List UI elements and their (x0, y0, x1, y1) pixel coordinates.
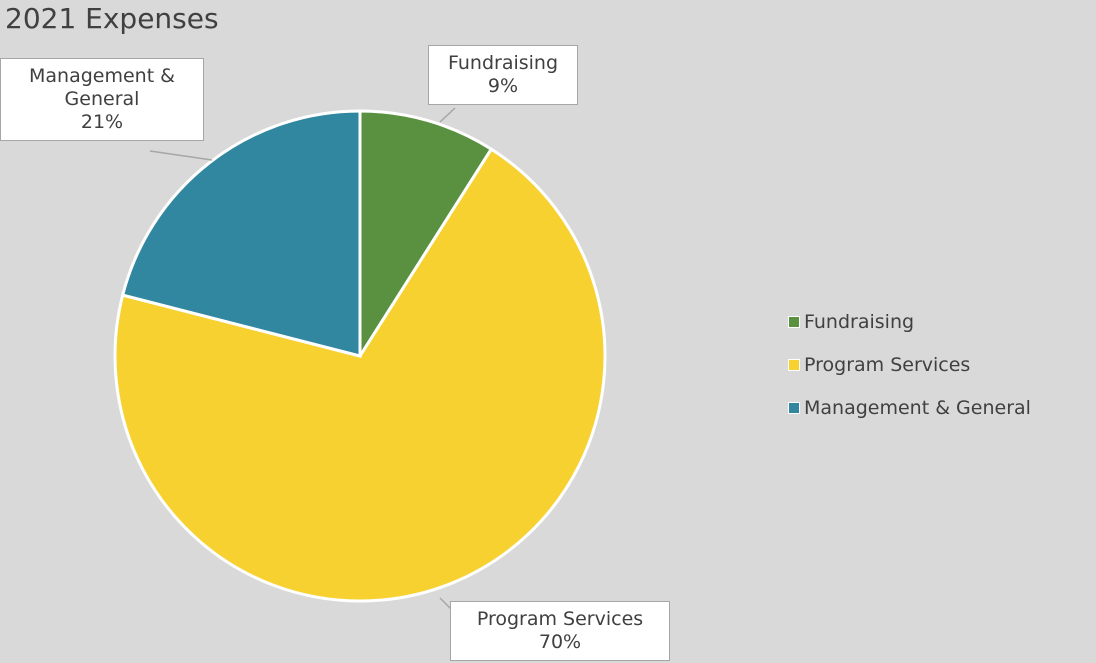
legend-label: Fundraising (804, 310, 915, 333)
legend: Fundraising Program Services Management & … (788, 300, 1031, 429)
pie-slice (358, 109, 494, 362)
data-label-name: Program Services (476, 608, 644, 630)
legend-swatch (788, 315, 800, 328)
chart-title: 2021 Expenses (5, 2, 219, 35)
leader-line (149, 150, 213, 161)
data-label-name: Management & General (28, 65, 176, 110)
leader-line (439, 107, 456, 123)
pie-slice (120, 109, 362, 358)
legend-swatch (788, 401, 800, 414)
data-label: Fundraising 9% (428, 45, 578, 105)
pie-slice (113, 147, 607, 603)
data-label-value: 9% (487, 75, 519, 97)
data-label-value: 70% (538, 631, 582, 653)
legend-item: Program Services (788, 343, 1031, 386)
data-label-value: 21% (80, 111, 124, 133)
data-label: Management & General 21% (0, 58, 204, 141)
legend-item: Management & General (788, 386, 1031, 429)
legend-label: Program Services (804, 353, 971, 376)
legend-label: Management & General (804, 396, 1031, 419)
legend-item: Fundraising (788, 300, 1031, 343)
data-label: Program Services 70% (450, 601, 670, 661)
data-label-name: Fundraising (447, 52, 559, 74)
legend-swatch (788, 358, 800, 371)
